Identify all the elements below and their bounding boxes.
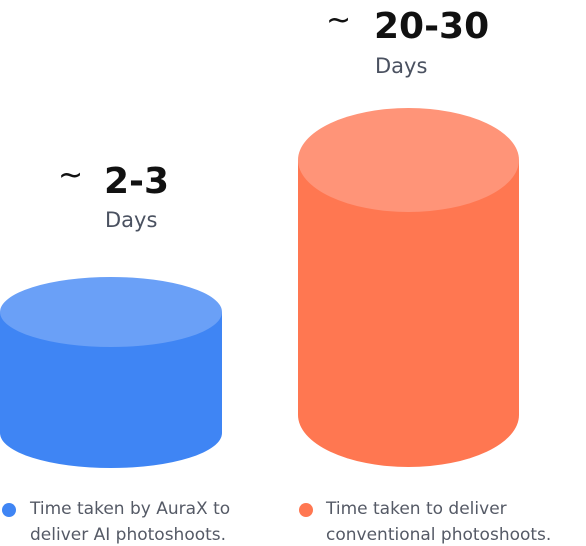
legend-text: Time taken to deliver xyxy=(325,499,507,519)
cylinder-orange xyxy=(298,108,519,468)
unit-label: Days xyxy=(375,54,427,78)
approx-sign: ~ xyxy=(326,3,351,38)
legend-dot xyxy=(2,503,16,517)
legend-text: conventional photoshoots. xyxy=(326,525,551,545)
legend-text: deliver AI photoshoots. xyxy=(30,525,226,545)
value-label: 2-3 xyxy=(104,161,169,202)
legend-dot xyxy=(299,503,313,517)
approx-sign: ~ xyxy=(58,158,83,193)
cylinder-blue xyxy=(0,277,222,468)
legend-text: Time taken by AuraX to xyxy=(29,499,230,519)
unit-label: Days xyxy=(105,208,157,232)
value-label: 20-30 xyxy=(374,6,489,47)
